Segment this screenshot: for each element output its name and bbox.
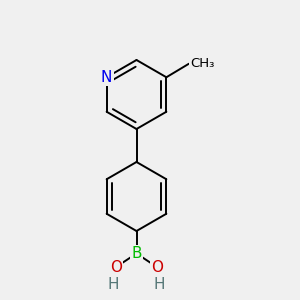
Text: N: N — [101, 70, 112, 85]
Text: O: O — [110, 260, 122, 274]
Text: H: H — [108, 277, 119, 292]
Text: CH₃: CH₃ — [190, 57, 214, 70]
Text: H: H — [154, 277, 165, 292]
Text: B: B — [131, 246, 142, 261]
Text: O: O — [151, 260, 163, 274]
